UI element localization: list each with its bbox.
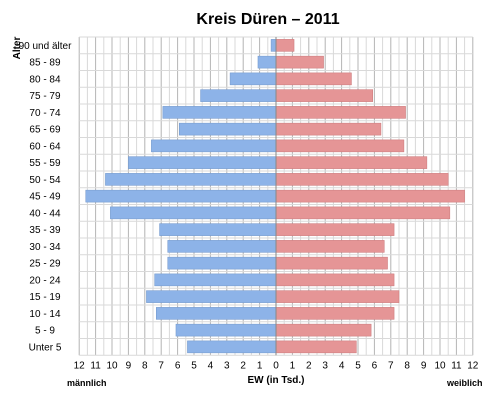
x-tick-label: 4 [339,360,345,371]
age-group-label: 80 - 84 [29,74,61,85]
x-tick-label: 7 [388,360,394,371]
bar-weiblich [275,290,400,303]
bar-weiblich [275,323,372,337]
age-group-labels: 90 und älter 85 - 89 80 - 84 75 - 79 70 - 74… [19,41,72,354]
bar-maennlich [178,122,277,136]
bar-maennlich [229,72,277,86]
x-tick-label: 12 [467,360,479,371]
x-tick-label: 9 [421,360,427,371]
x-tick-label: 11 [90,360,101,371]
y-axis-label: Alter [12,37,23,60]
bar-weiblich [275,173,449,186]
bar-maennlich [270,39,277,52]
bar-maennlich [159,223,277,236]
bar-weiblich [275,273,395,287]
bar-maennlich [167,240,277,253]
age-group-label: 10 - 14 [29,309,61,320]
bars-group [85,37,465,356]
age-group-label: 70 - 74 [29,108,61,119]
x-tick-label: 3 [322,360,328,371]
x-tick-label: 5 [355,360,361,371]
age-group-label: 55 - 59 [29,158,61,169]
bar-weiblich [275,39,295,52]
age-group-label: 25 - 29 [29,259,61,270]
bar-weiblich [275,89,374,102]
bar-weiblich [275,122,382,136]
age-group-label: 45 - 49 [29,192,61,203]
bar-maennlich [257,55,277,69]
x-tick-label: 7 [158,360,164,371]
age-group-label: 50 - 54 [29,175,61,186]
bar-weiblich [275,72,352,86]
x-tick-label: 0 [273,360,279,371]
bar-maennlich [156,307,277,320]
male-label: männlich [67,378,107,388]
x-tick-label: 1 [257,360,263,371]
bar-weiblich [275,139,405,153]
bar-maennlich [105,173,277,186]
bar-maennlich [200,89,277,102]
age-group-label: 75 - 79 [29,91,61,102]
bar-weiblich [275,307,395,320]
bar-weiblich [275,206,451,220]
bar-maennlich [146,290,277,303]
age-group-label: 20 - 24 [29,275,61,286]
bar-weiblich [275,156,428,169]
x-tick-label: 2 [240,360,246,371]
x-tick-labels: 12 11 10 9 8 7 6 5 4 3 2 1 0 1 2 3 4 5 6 7 8 9 10 11 12 [74,360,479,371]
chart-title: Kreis Düren – 2011 [196,11,339,28]
x-tick-label: 8 [142,360,148,371]
bar-weiblich [275,106,406,119]
x-tick-label: 3 [224,360,230,371]
x-tick-label: 4 [208,360,214,371]
bar-weiblich [275,256,388,270]
age-group-label: 30 - 34 [29,242,61,253]
x-tick-label: 1 [290,360,296,371]
x-tick-label: 8 [404,360,410,371]
bar-weiblich [275,240,385,253]
bar-maennlich [162,106,277,119]
bar-maennlich [110,206,277,220]
bar-maennlich [151,139,277,153]
bar-weiblich [275,223,395,236]
female-label: weiblich [446,378,483,388]
x-tick-label: 2 [306,360,312,371]
x-tick-label: 6 [175,360,181,371]
x-tick-label: 10 [106,360,118,371]
bar-maennlich [175,323,277,337]
bar-weiblich [275,189,465,203]
x-tick-label: 6 [372,360,378,371]
bar-maennlich [167,256,277,270]
age-group-label: 15 - 19 [29,292,61,303]
x-tick-label: 10 [434,360,446,371]
x-tick-label: 11 [451,360,462,371]
age-group-label: 85 - 89 [29,58,61,69]
bar-weiblich [275,340,357,354]
x-axis-label: EW (in Tsd.) [247,375,304,386]
age-group-label: 40 - 44 [29,208,61,219]
age-group-label: 65 - 69 [29,125,61,136]
x-tick-label: 5 [191,360,197,371]
x-tick-label: 12 [74,360,86,371]
bar-maennlich [128,156,277,169]
age-group-label: Unter 5 [29,342,62,353]
bar-weiblich [275,55,324,69]
age-group-label: 5 - 9 [35,326,55,337]
bar-maennlich [187,340,277,354]
age-group-label: 60 - 64 [29,141,61,152]
x-tick-label: 9 [126,360,132,371]
bar-maennlich [85,189,277,203]
age-group-label: 90 und älter [19,41,72,52]
bar-maennlich [154,273,277,287]
age-group-label: 35 - 39 [29,225,61,236]
